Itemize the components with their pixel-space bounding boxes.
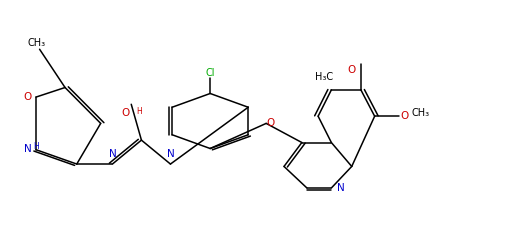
Text: H: H (33, 142, 39, 151)
Text: O: O (348, 65, 356, 75)
Text: O: O (24, 92, 32, 102)
Text: H: H (136, 107, 142, 116)
Text: N: N (24, 144, 32, 153)
Text: H₃C: H₃C (315, 72, 333, 82)
Text: O: O (266, 118, 274, 129)
Text: N: N (109, 149, 116, 159)
Text: N: N (337, 183, 345, 193)
Text: CH₃: CH₃ (411, 108, 430, 118)
Text: CH₃: CH₃ (28, 38, 46, 48)
Text: Cl: Cl (205, 68, 215, 78)
Text: O: O (400, 111, 409, 121)
Text: O: O (121, 108, 129, 118)
Text: N: N (166, 149, 174, 159)
